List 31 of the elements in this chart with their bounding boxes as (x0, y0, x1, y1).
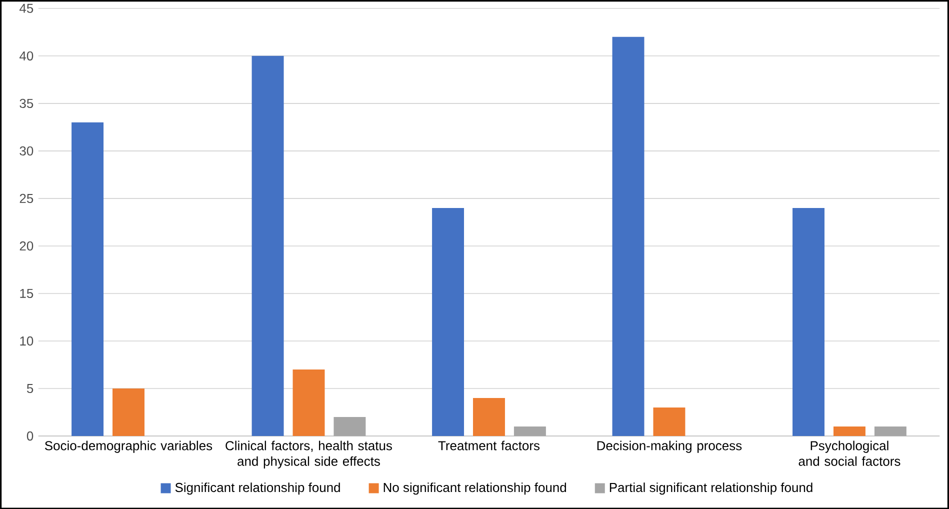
bar (432, 208, 464, 436)
y-tick-label: 20 (20, 241, 34, 250)
bar (72, 122, 104, 436)
y-tick-label: 15 (20, 288, 34, 298)
bar (653, 407, 686, 436)
x-tick-label: Clinical factors, health status and physical side effects (226, 440, 392, 468)
bar (473, 398, 505, 436)
bar (874, 426, 906, 436)
bar (514, 426, 546, 436)
x-tick-label: Treatment factors (438, 440, 540, 450)
y-tick-label: 5 (26, 384, 34, 393)
y-tick-label: 30 (20, 146, 34, 156)
bar (792, 208, 824, 436)
legend-label: Partial significant relationship found (610, 482, 812, 494)
y-tick-label: 40 (20, 51, 34, 60)
y-tick-label: 35 (20, 98, 34, 108)
x-tick-label: Psychological and social factors (798, 440, 900, 466)
bar (833, 426, 866, 436)
bar (112, 388, 144, 436)
x-tick-label: Decision-making process (597, 440, 742, 453)
bar (252, 56, 284, 436)
bar (334, 416, 366, 436)
y-tick-label: 25 (20, 194, 34, 203)
y-tick-label: 45 (20, 4, 34, 13)
y-tick-label: 0 (26, 431, 34, 440)
x-tick-label: Socio-demographic variables (44, 440, 212, 453)
y-tick-label: 10 (20, 336, 34, 346)
bar (292, 369, 325, 436)
legend-label: Significant relationship found (175, 482, 340, 494)
bar (612, 36, 644, 436)
legend-label: No significant relationship found (384, 482, 566, 494)
